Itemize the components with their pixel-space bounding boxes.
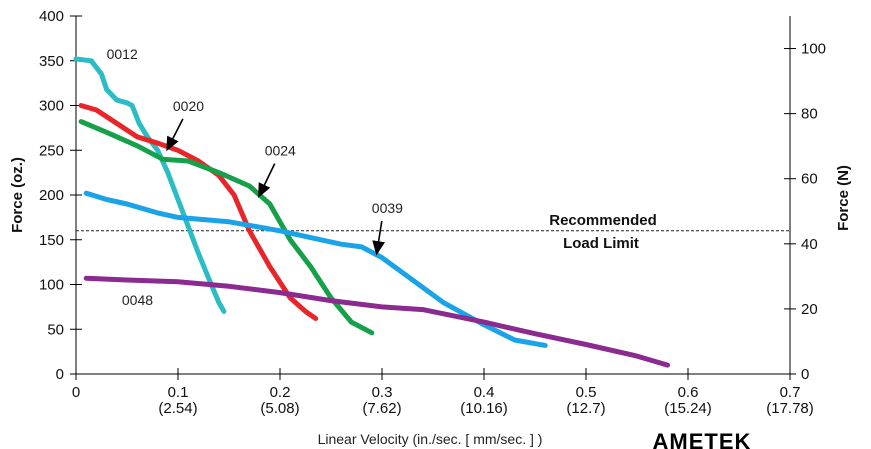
annotations-group: 0012 0020 0024 0039 0048 — [107, 46, 404, 308]
x-tick-sublabel: (17.78) — [766, 400, 814, 417]
x-tick-label: 0.7 — [780, 384, 801, 401]
y-tick-label: 100 — [39, 277, 64, 294]
x-tick-sublabel: (15.24) — [664, 400, 712, 417]
series-label-0048: 0048 — [122, 292, 153, 308]
series-label-0012: 0012 — [107, 46, 138, 62]
y2-tick-label: 60 — [801, 171, 818, 188]
x-tick-label: 0.2 — [270, 384, 291, 401]
y2-tick-label: 20 — [801, 301, 818, 318]
y2-tick-label: 100 — [801, 41, 826, 58]
annotation-arrow-0024 — [258, 163, 276, 198]
x-tick-sublabel: (5.08) — [260, 400, 299, 417]
y-tick-label: 350 — [39, 53, 64, 70]
y-tick-label: 150 — [39, 232, 64, 249]
series-line-0024 — [78, 119, 375, 336]
y-tick-label: 400 — [39, 8, 64, 25]
y-tick-label: 0 — [56, 366, 64, 383]
x-tick-sublabel: (7.62) — [362, 400, 401, 417]
x-tick-label: 0.6 — [678, 384, 699, 401]
x-tick-label: 0 — [72, 384, 80, 401]
x-tick-sublabel: (10.16) — [460, 400, 508, 417]
annotation-arrow-0020 — [166, 118, 184, 152]
y2-tick-label: 0 — [801, 366, 809, 383]
annotation-arrow-0039 — [372, 220, 385, 256]
y2-tick-label: 80 — [801, 106, 818, 123]
y-tick-label: 300 — [39, 98, 64, 115]
x-tick-label: 0.5 — [576, 384, 597, 401]
y-axis-title-right: Force (N) — [835, 165, 852, 231]
ametek-logo: AMETEK — [653, 429, 752, 449]
y-tick-label: 200 — [39, 187, 64, 204]
series-label-0024: 0024 — [265, 143, 296, 159]
reference-line-group: Recommended Load Limit — [76, 212, 790, 252]
x-tick-label: 0.4 — [474, 384, 495, 401]
series-line-0048 — [83, 275, 671, 368]
x-tick-label: 0.1 — [168, 384, 189, 401]
reference-label-line1: Recommended — [549, 212, 657, 229]
y2-tick-label: 40 — [801, 236, 818, 253]
x-axis-title: Linear Velocity (in./sec. [ mm/sec. ] ) — [318, 431, 543, 447]
axes: 0 50 100 150 200 250 300 350 400 0 20 40 60 80 100 0 0.1… — [39, 8, 826, 417]
series-group — [73, 56, 671, 368]
x-tick-sublabel: (2.54) — [158, 400, 197, 417]
x-tick-sublabel: (12.7) — [566, 400, 605, 417]
reference-label-line2: Load Limit — [563, 235, 639, 252]
y-tick-label: 50 — [47, 321, 64, 338]
y-tick-label: 250 — [39, 142, 64, 159]
y-axis-title-left: Force (oz.) — [9, 157, 26, 233]
series-label-0039: 0039 — [372, 200, 403, 216]
series-line-0039 — [83, 190, 548, 348]
series-label-0020: 0020 — [173, 98, 204, 114]
series-line-0012 — [73, 56, 227, 314]
x-tick-label: 0.3 — [372, 384, 393, 401]
